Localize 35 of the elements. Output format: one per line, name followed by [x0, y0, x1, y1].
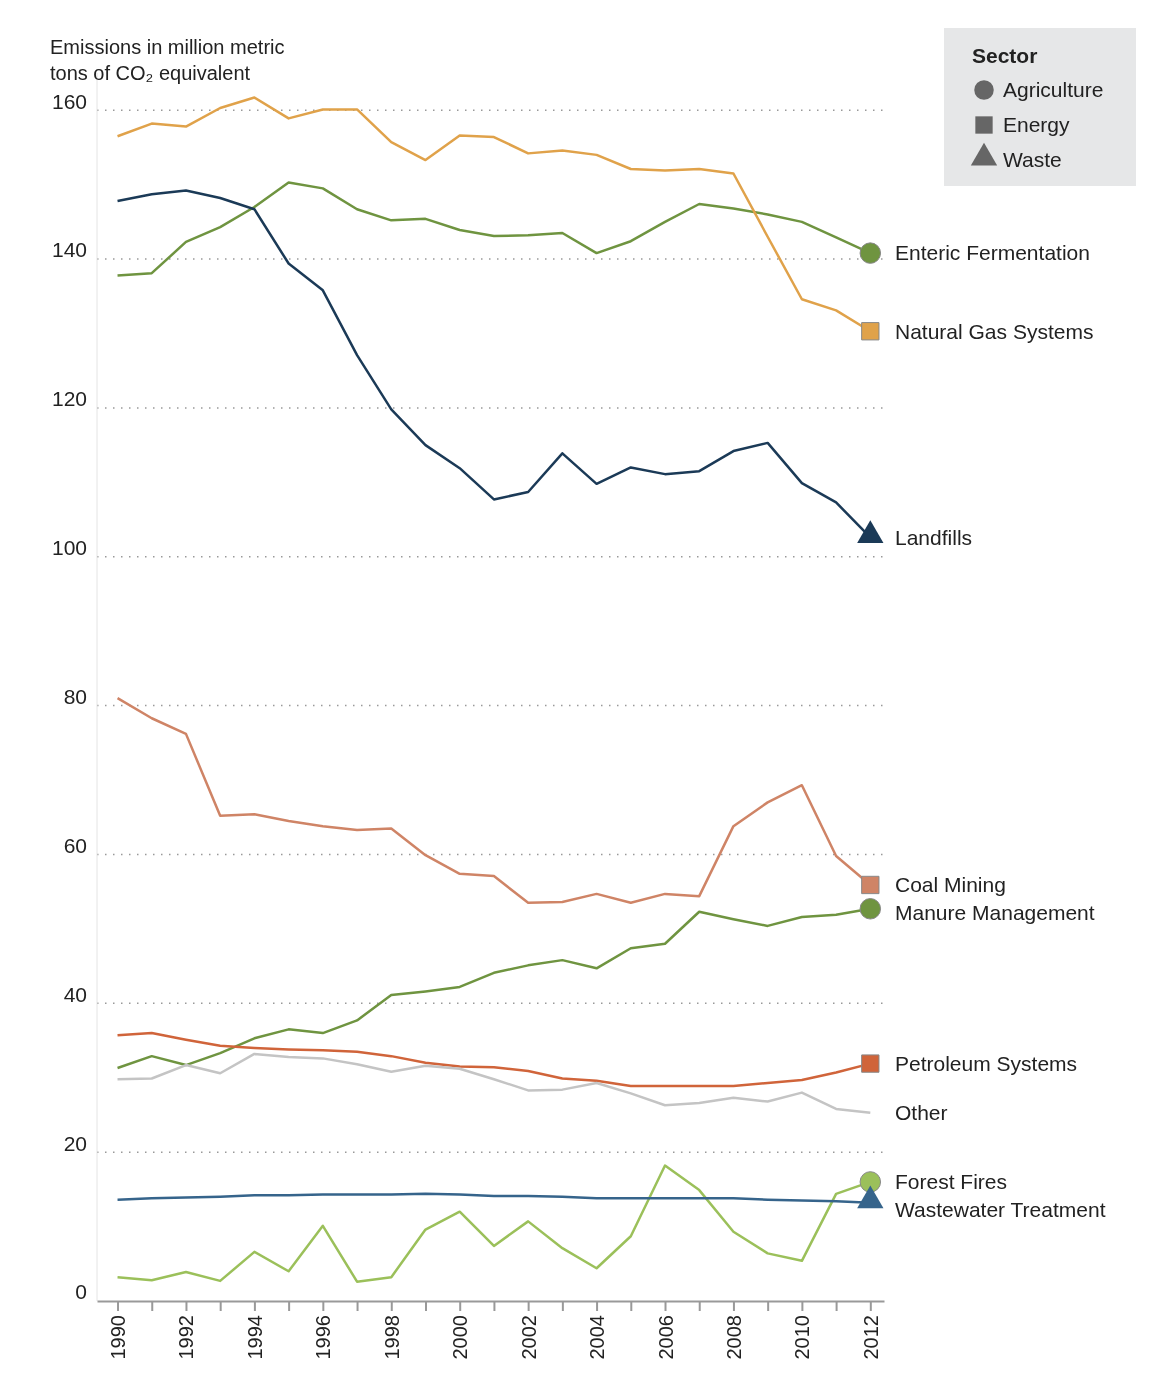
x-tick-label: 2006 — [654, 1315, 677, 1360]
x-tick-label: 2002 — [517, 1315, 540, 1360]
y-tick-label: 40 — [63, 982, 87, 1006]
text: Energy — [1003, 113, 1071, 137]
x-tick-label: 2012 — [859, 1315, 882, 1360]
x-tick-label: 2010 — [791, 1315, 814, 1360]
series-label: Manure Management — [895, 901, 1095, 925]
series-label: Wastewater Treatment — [895, 1198, 1106, 1222]
text: Waste — [1003, 148, 1062, 172]
x-tick-label: 1996 — [312, 1315, 335, 1360]
y-tick-label: 0 — [75, 1280, 87, 1304]
x-tick-label: 2008 — [722, 1315, 745, 1360]
y-axis-title: Emissions in million metric tons of CO₂ equivalent — [50, 36, 285, 84]
text: Agriculture — [1003, 78, 1104, 102]
legend-title: Sector — [972, 44, 1038, 67]
y-tick-label: 120 — [51, 387, 87, 411]
series-label: Landfills — [895, 525, 973, 549]
series-label: Other — [895, 1101, 948, 1125]
x-tick-label: 1992 — [175, 1315, 198, 1360]
x-tick-label: 1994 — [243, 1315, 266, 1360]
series-label: Petroleum Systems — [895, 1051, 1078, 1075]
x-tick-label: 2004 — [586, 1315, 609, 1360]
series-label: Forest Fires — [895, 1170, 1008, 1194]
x-tick-label: 1998 — [380, 1315, 403, 1360]
y-tick-label: 100 — [51, 536, 87, 560]
x-tick-label: 2000 — [449, 1315, 472, 1360]
y-tick-label: 80 — [63, 685, 87, 709]
y-tick-label: 20 — [63, 1131, 87, 1155]
x-tick-label: 1990 — [107, 1315, 130, 1360]
y-tick-label: 140 — [51, 238, 87, 262]
y-tick-label: 160 — [51, 89, 87, 113]
y-tick-label: 60 — [63, 833, 87, 857]
series-label: Natural Gas Systems — [895, 319, 1094, 343]
series-label: Coal Mining — [895, 873, 1006, 897]
series-label: Enteric Fermentation — [895, 241, 1090, 265]
